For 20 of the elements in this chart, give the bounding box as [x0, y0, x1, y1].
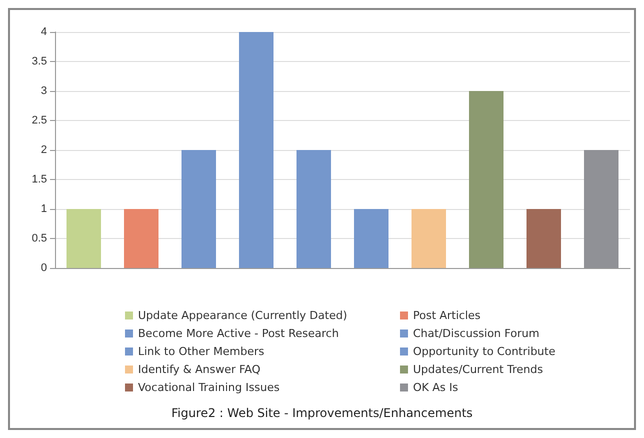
- legend-label: Vocational Training Issues: [138, 381, 280, 394]
- y-tick-label: 4: [40, 26, 47, 38]
- y-tick-label: 3: [40, 85, 47, 97]
- legend-label: Link to Other Members: [138, 345, 265, 358]
- legend-label: Identify & Answer FAQ: [138, 363, 261, 376]
- y-tick-label: 1.5: [32, 174, 47, 186]
- legend-label: Post Articles: [413, 309, 481, 322]
- legend-label: OK As Is: [413, 381, 458, 394]
- legend-label: Updates/Current Trends: [413, 363, 544, 376]
- y-tick-label: 2.5: [32, 114, 47, 126]
- legend-label: Become More Active - Post Research: [138, 327, 339, 340]
- y-tick-label: 0.5: [32, 232, 47, 244]
- y-tick-label: 0: [40, 262, 47, 274]
- y-tick-label: 2: [40, 144, 47, 156]
- legend-label: Update Appearance (Currently Dated): [138, 309, 348, 322]
- legend-label: Opportunity to Contribute: [413, 345, 556, 358]
- legend-label: Chat/Discussion Forum: [413, 327, 540, 340]
- y-tick-label: 3.5: [32, 56, 47, 68]
- y-tick-label: 1: [40, 203, 47, 215]
- text: Figure2 : Web Site - Improvements/Enhancements: [171, 406, 473, 420]
